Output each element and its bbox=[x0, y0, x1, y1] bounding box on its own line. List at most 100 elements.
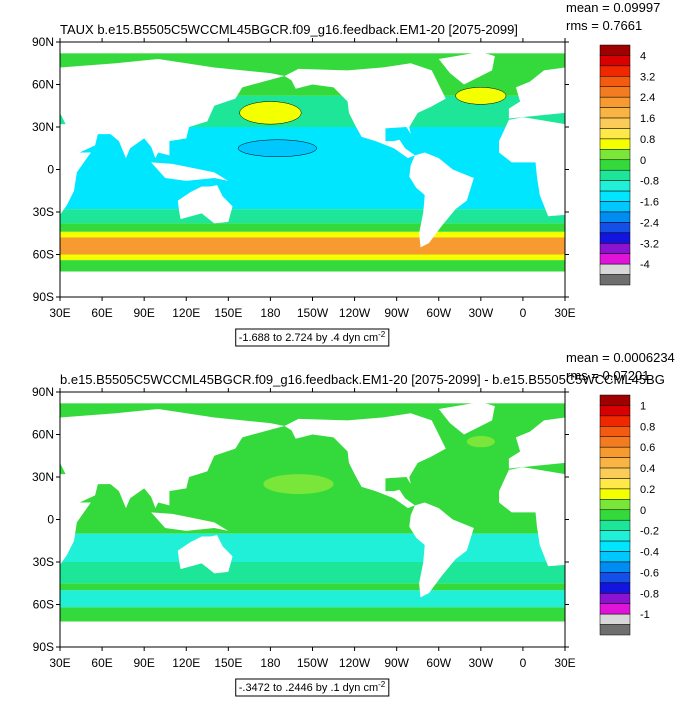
lat-label: 90N bbox=[32, 35, 54, 49]
colorbar-box bbox=[599, 128, 631, 140]
rms-label: rms = 0.07201 bbox=[566, 368, 649, 383]
colorbar-box bbox=[599, 274, 631, 286]
lat-label: 30N bbox=[32, 470, 54, 484]
colorbar-box bbox=[599, 603, 631, 615]
lat-label: 0 bbox=[47, 513, 54, 527]
lon-label: 30E bbox=[554, 306, 575, 320]
contour-band bbox=[60, 533, 565, 562]
colorbar-box bbox=[599, 446, 631, 458]
land bbox=[284, 63, 446, 159]
colorbar-box bbox=[599, 478, 631, 490]
colorbar-box bbox=[599, 488, 631, 500]
land bbox=[177, 535, 233, 574]
colorbar-label: 0.8 bbox=[640, 421, 655, 433]
colorbar-box bbox=[599, 222, 631, 234]
lon-label: 120W bbox=[339, 656, 371, 670]
land bbox=[60, 59, 285, 159]
colorbar-box bbox=[599, 509, 631, 521]
colorbar-box bbox=[599, 426, 631, 437]
lon-label: 180 bbox=[260, 306, 280, 320]
colorbar-box bbox=[599, 201, 631, 213]
lon-label: 90E bbox=[133, 656, 154, 670]
colorbar-box bbox=[599, 107, 631, 119]
colorbar-label: -0.2 bbox=[640, 526, 659, 538]
land bbox=[508, 417, 565, 469]
lon-label: 180 bbox=[260, 656, 280, 670]
lon-label: 30E bbox=[49, 306, 70, 320]
lon-label: 60W bbox=[426, 306, 451, 320]
colorbar-box bbox=[599, 519, 631, 531]
colorbar-box bbox=[599, 436, 631, 448]
colorbar-label: -0.8 bbox=[640, 588, 659, 600]
lon-label: 30W bbox=[468, 306, 493, 320]
colorbar-box bbox=[599, 405, 631, 417]
lon-label: 0 bbox=[520, 656, 527, 670]
colorbar-box bbox=[599, 44, 631, 56]
colorbar-box bbox=[599, 499, 631, 511]
contour-band bbox=[60, 254, 565, 261]
lon-label: 60E bbox=[91, 306, 112, 320]
contour-region bbox=[455, 87, 507, 105]
land bbox=[60, 124, 91, 215]
mean-label: mean = 0.09997 bbox=[566, 0, 660, 15]
map-field bbox=[60, 392, 565, 647]
lat-label: 90S bbox=[33, 640, 54, 654]
lon-label: 150W bbox=[297, 306, 329, 320]
map-panel: 90N 60N 30N 0 30S 60S 90S 30E 60E 90E 120E 150E 180 1… bbox=[32, 0, 660, 347]
lon-label: 30W bbox=[468, 656, 493, 670]
map-panel: 90N 60N 30N 0 30S 60S 90S 30E 60E 90E 120E 150E 180 1… bbox=[32, 350, 675, 697]
lat-label: 60S bbox=[33, 248, 54, 262]
colorbar-box bbox=[599, 86, 631, 98]
lon-label: 150W bbox=[297, 656, 329, 670]
panel-title: TAUX b.e15.B5505C5WCCML45BGCR.f09_g16.fe… bbox=[60, 22, 518, 37]
land bbox=[284, 413, 446, 509]
contour-band bbox=[60, 583, 565, 591]
colorbar-box bbox=[599, 572, 631, 584]
lon-label: 150E bbox=[214, 656, 242, 670]
colorbar-box bbox=[599, 76, 631, 87]
colorbar-label: 1.6 bbox=[640, 113, 655, 125]
contour-band bbox=[60, 223, 565, 232]
colorbar-box bbox=[599, 394, 631, 406]
lat-label: 0 bbox=[47, 163, 54, 177]
contour-band bbox=[60, 260, 565, 272]
colorbar-box bbox=[599, 190, 631, 202]
lat-label: 90S bbox=[33, 290, 54, 304]
contour-band bbox=[60, 590, 565, 608]
colorbar-box bbox=[599, 55, 631, 67]
colorbar-box bbox=[599, 582, 631, 594]
contour-band bbox=[60, 562, 565, 584]
panel-title: b.e15.B5505C5WCCML45BGCR.f09_g16.feedbac… bbox=[60, 372, 665, 387]
colorbar-box bbox=[599, 232, 631, 244]
range-text: -1.688 to 2.724 by .4 dyn cm bbox=[239, 332, 378, 344]
colorbar-label: -1.6 bbox=[640, 197, 659, 209]
lat-label: 30N bbox=[32, 120, 54, 134]
rms-label: rms = 0.7661 bbox=[566, 18, 642, 33]
colorbar-label: -3.2 bbox=[640, 238, 659, 250]
colorbar-box bbox=[599, 561, 631, 573]
colorbar-label: 0.4 bbox=[640, 463, 655, 475]
colorbar-label: 0.8 bbox=[640, 134, 655, 146]
colorbar-label: 0.2 bbox=[640, 484, 655, 496]
colorbar-box bbox=[599, 243, 631, 254]
contour-band bbox=[60, 127, 565, 210]
colorbar-box bbox=[599, 624, 631, 636]
colorbar-box bbox=[599, 149, 631, 161]
colorbar-label: -1 bbox=[640, 609, 650, 621]
colorbar-box bbox=[599, 169, 631, 181]
contour-band bbox=[60, 231, 565, 238]
colorbar-label: 0 bbox=[640, 155, 646, 167]
colorbar-label: 1 bbox=[640, 400, 646, 412]
colorbar-box bbox=[599, 65, 631, 77]
contour-region bbox=[263, 474, 334, 495]
colorbar-box bbox=[599, 415, 631, 427]
contour-band bbox=[60, 237, 565, 255]
lat-label: 60S bbox=[33, 598, 54, 612]
land bbox=[499, 117, 565, 217]
colorbar-label: 0.6 bbox=[640, 442, 655, 454]
lat-label: 60N bbox=[32, 78, 54, 92]
colorbar-box bbox=[599, 117, 631, 129]
colorbar-label: -4 bbox=[640, 259, 650, 271]
lon-label: 30E bbox=[49, 656, 70, 670]
